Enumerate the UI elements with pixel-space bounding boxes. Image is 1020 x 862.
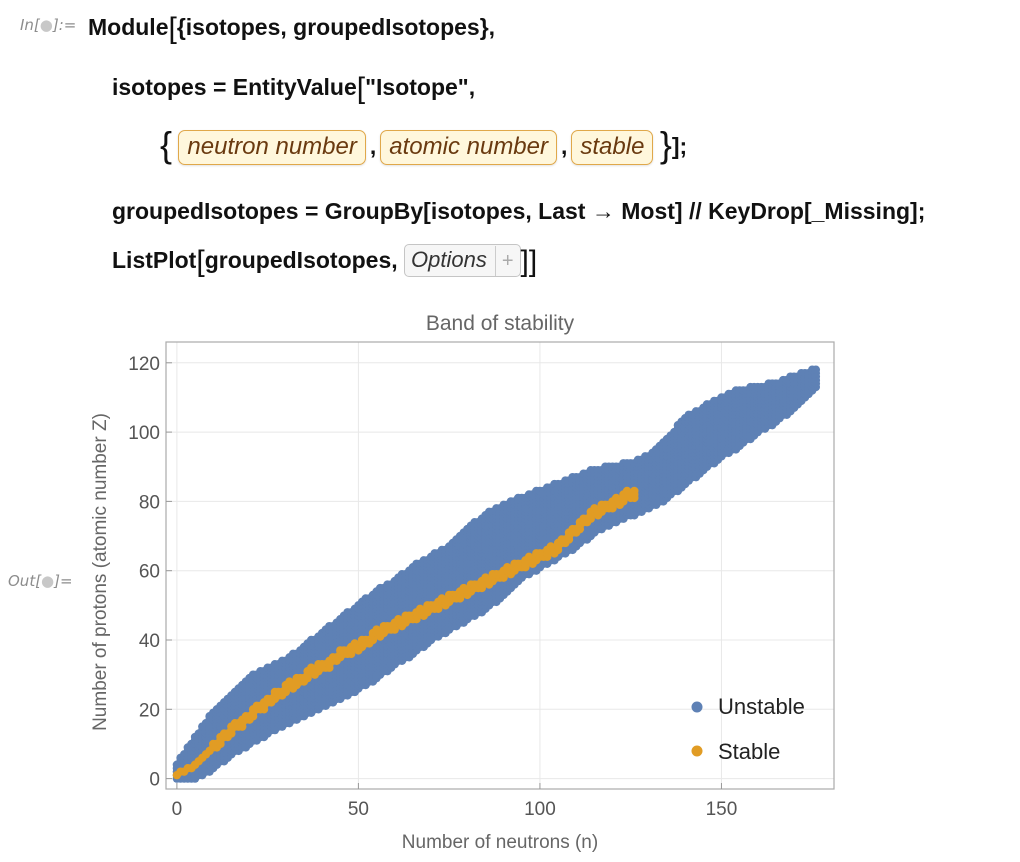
input-cell-label: In[●]:= — [20, 16, 76, 34]
output-label-suffix: ]= — [54, 572, 73, 590]
legend-stable-label: Stable — [718, 739, 780, 764]
legend-unstable-label: Unstable — [718, 694, 805, 719]
x-axis-title: Number of neutrons (n) — [402, 832, 598, 853]
legend: Unstable Stable — [691, 694, 805, 764]
entities-close: ]; — [671, 133, 688, 159]
entity-atomic-number[interactable]: atomic number — [380, 130, 557, 165]
close-brace: } — [659, 124, 672, 165]
x-tick-label: 150 — [706, 799, 738, 820]
separator-comma: , — [561, 133, 568, 159]
plot-title: Band of stability — [426, 312, 575, 335]
y-tick-label: 20 — [139, 700, 160, 721]
groupby-statement: groupedIsotopes = GroupBy[isotopes, Last… — [112, 198, 926, 224]
y-tick-label: 120 — [128, 354, 160, 375]
output-label-prefix: Out[ — [8, 572, 42, 590]
axis-ticks: 0 50 100 150 0 20 40 60 80 100 120 — [128, 354, 737, 820]
y-tick-label: 80 — [139, 492, 160, 513]
module-vars: {isotopes, groupedIsotopes}, — [176, 14, 496, 40]
input-label-prefix: In[ — [20, 16, 40, 34]
isotope-string: "Isotope", — [365, 74, 476, 100]
separator-comma: , — [369, 133, 377, 159]
y-tick-label: 60 — [139, 562, 160, 583]
y-tick-label: 0 — [149, 770, 160, 791]
x-tick-label: 100 — [524, 799, 556, 820]
close-brackets: ]] — [520, 245, 538, 278]
unstable-point — [811, 365, 821, 374]
legend-stable-marker — [691, 745, 703, 757]
x-tick-label: 50 — [348, 799, 369, 820]
options-label: Options — [411, 247, 487, 272]
open-brace: { — [160, 124, 173, 165]
code-line-listplot[interactable]: ListPlot[groupedIsotopes, Options +]] — [112, 244, 537, 277]
y-axis-title: Number of protons (atomic number Z) — [90, 413, 111, 731]
x-tick-label: 0 — [172, 799, 183, 820]
isotopes-assign: isotopes = EntityValue — [112, 74, 357, 100]
code-line-isotopes[interactable]: isotopes = EntityValue["Isotope", — [112, 72, 476, 105]
code-line-entities[interactable]: { neutron number, atomic number, stable }]… — [160, 124, 688, 165]
stable-series — [172, 486, 639, 780]
output-cell-label: Out[●]= — [8, 572, 73, 590]
entity-neutron-number[interactable]: neutron number — [178, 130, 366, 165]
open-bracket: [ — [168, 12, 177, 45]
code-line-module[interactable]: Module[{isotopes, groupedIsotopes}, — [88, 12, 496, 45]
legend-unstable-marker — [691, 701, 703, 713]
band-of-stability-plot[interactable]: Band of stability 0 50 100 150 0 20 40 60 80 100 1… — [0, 300, 1020, 862]
options-button[interactable]: Options + — [404, 244, 521, 277]
plot-frame — [165, 341, 835, 790]
open-bracket: [ — [356, 72, 366, 105]
input-label-suffix: ]:= — [52, 16, 77, 34]
options-plus-icon[interactable]: + — [494, 246, 514, 276]
listplot-keyword: ListPlot — [112, 247, 197, 273]
entity-stable[interactable]: stable — [571, 130, 654, 165]
output-label-dot: ● — [41, 572, 55, 590]
input-label-dot: ● — [39, 16, 53, 34]
code-line-groupby[interactable]: groupedIsotopes = GroupBy[isotopes, Last… — [112, 196, 925, 226]
listplot-arg: groupedIsotopes, — [204, 247, 398, 273]
stable-point — [630, 486, 639, 496]
open-bracket: [ — [196, 245, 205, 278]
y-tick-label: 40 — [139, 631, 160, 652]
module-keyword: Module — [88, 14, 169, 40]
y-tick-label: 100 — [128, 423, 160, 444]
